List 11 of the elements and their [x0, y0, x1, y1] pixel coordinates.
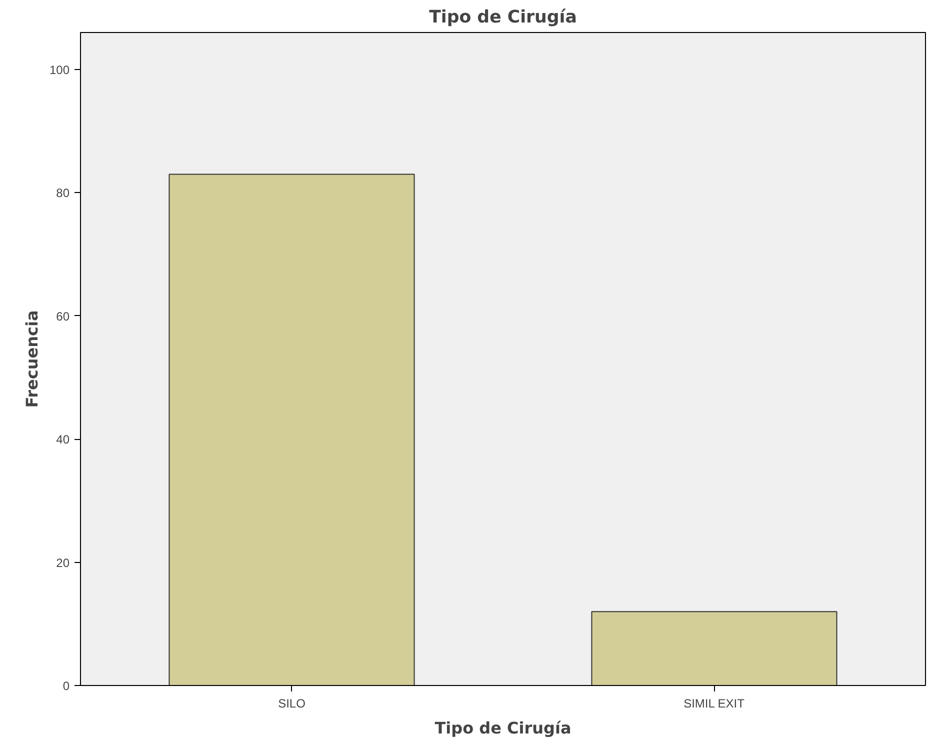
y-tick-label: 40	[56, 432, 70, 447]
y-tick-label: 60	[56, 309, 70, 324]
y-tick-label: 80	[56, 186, 70, 200]
y-tick-label: 0	[62, 679, 70, 693]
chart-title: Tipo de Cirugía	[429, 8, 577, 28]
y-axis-title: Frecuencia	[22, 310, 42, 408]
y-tick-label: 20	[56, 556, 70, 570]
x-axis-title: Tipo de Cirugía	[434, 718, 572, 738]
y-tick-label: 100	[49, 62, 70, 77]
x-tick-label: SILO	[278, 696, 306, 710]
x-tick-label: SIMIL EXIT	[684, 696, 746, 710]
